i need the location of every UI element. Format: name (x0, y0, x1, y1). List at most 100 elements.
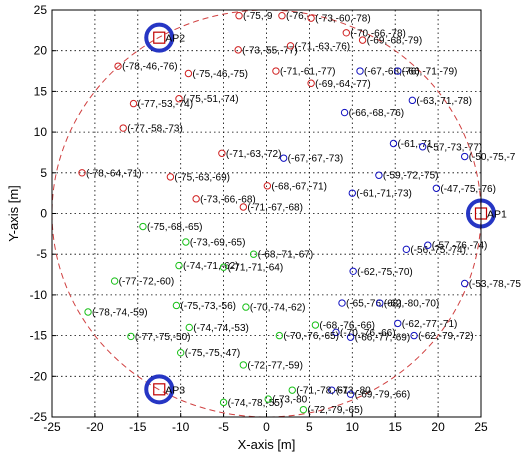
y-tick-label: -25 (30, 410, 48, 424)
data-point: (-59,-72,-75) (375, 171, 439, 182)
point-label: (-68,-71,-67) (258, 250, 314, 261)
point-label: (-72,-77,-59) (247, 360, 303, 371)
x-tick-label: 20 (431, 420, 445, 434)
point-label: (-73,-60,-78) (315, 14, 371, 25)
point-label: (-59,-72,-75) (383, 171, 439, 182)
point-label: (-74,-71,-62) (183, 261, 239, 272)
point-marker (394, 67, 402, 75)
data-point: (-62,-75,-70) (349, 267, 413, 278)
point-marker (424, 241, 432, 249)
point-marker (307, 14, 315, 22)
point-marker (299, 405, 308, 414)
x-tick-label: 25 (474, 420, 488, 434)
point-marker (328, 386, 336, 394)
point-marker (311, 321, 320, 329)
data-point: (-78,-74,-59) (84, 307, 148, 318)
data-point: (-70,-66,-78) (342, 28, 406, 39)
point-label: (-62,-77,-71) (402, 319, 458, 330)
point-label: (-50,-75,-7 (469, 152, 516, 163)
y-tick-label: 0 (40, 207, 47, 221)
data-point: (-61,-71 (389, 139, 433, 150)
point-label: (-74,-74,-53) (193, 323, 249, 334)
data-point: (-71,-61,-77) (272, 67, 336, 78)
data-point: (-77,-72,-60) (110, 277, 175, 288)
point-marker (279, 154, 288, 162)
point-marker (332, 328, 340, 337)
point-marker (340, 108, 349, 117)
data-point: (-66,-68,-76) (340, 108, 405, 119)
point-label: (-68,-76,-66) (319, 321, 375, 332)
point-marker (110, 277, 119, 285)
point-marker (177, 348, 185, 357)
grid-lines (52, 10, 481, 417)
y-tick-label: 10 (34, 125, 48, 139)
point-marker (239, 203, 248, 211)
data-point: (-75,-51,-74) (175, 94, 239, 105)
plot-frame (51, 9, 482, 418)
data-point: (-74,-74,-53) (185, 323, 249, 334)
point-marker (348, 189, 356, 197)
data-point: (-70,-74,-62) (242, 303, 306, 314)
point-marker (358, 36, 367, 44)
point-label: (-70,-74,-62) (250, 303, 306, 314)
y-tick-label: 5 (40, 166, 47, 180)
data-point: (-71,-63,-76) (286, 41, 350, 52)
y-tick-label: -5 (36, 247, 47, 261)
point-marker (275, 331, 284, 340)
point-marker (460, 279, 469, 288)
point-marker (127, 332, 135, 341)
point-marker (175, 95, 183, 103)
point-label: (-66,-68,-76) (349, 108, 405, 119)
x-tick-label: -15 (129, 420, 147, 434)
point-label: (-69,-68,-79) (367, 36, 423, 47)
point-marker (408, 96, 417, 105)
point-label: (-70,-76,-65) (283, 331, 339, 342)
point-marker (78, 169, 86, 177)
point-label: (-70,-76,-66) (340, 328, 396, 339)
data-point: (-73,-66,-68) (192, 194, 256, 205)
tick-labels: -25 -20 -15 -10 -5 0 5 10 15 20 25 -25 -20 -15 -10 -5 0 5… (30, 3, 488, 434)
point-marker (239, 361, 248, 369)
data-point: (-70,-76,-66) (332, 328, 396, 339)
point-marker (175, 261, 183, 270)
point-label: (-62,-80,-70) (384, 299, 440, 310)
data-point: (-73,-69,-65) (182, 237, 245, 248)
point-label: (-61,-71,-73) (356, 189, 412, 200)
point-label: (-57,-73,-77) (427, 142, 483, 153)
point-label: (-63,-71,-78) (416, 96, 472, 107)
point-label: (-77,-72,-60) (119, 277, 175, 288)
point-label: (-56,-75,-74) (410, 245, 466, 256)
point-label: (-73,-55,-77) (242, 45, 298, 56)
point-label: (-66,-77,-69) (355, 333, 411, 344)
point-label: (-68,-67,-71) (271, 181, 327, 192)
data-point: (-69,-64,-77) (307, 79, 371, 90)
point-marker (84, 308, 92, 316)
data-point: (-73,-55,-77) (234, 45, 298, 56)
x-tick-label: 0 (263, 420, 270, 434)
point-marker (338, 299, 346, 307)
point-marker (182, 238, 190, 246)
point-marker (286, 42, 295, 50)
data-point: (-75,-73,-56) (172, 301, 236, 312)
point-label: (-71,-67,-68) (247, 202, 303, 213)
ap-highlight-ring (144, 22, 175, 53)
point-label: (-57,-76,-74) (432, 241, 488, 252)
point-marker (288, 386, 296, 394)
point-marker (346, 390, 355, 398)
point-label: (-71,-63,-72) (226, 149, 282, 160)
point-label: (-61,-71 (397, 139, 432, 150)
data-point: (-77,-75,-50) (127, 332, 191, 343)
data-point: (-72,-79,-65) (299, 405, 363, 416)
y-tick-label: -20 (30, 369, 48, 383)
point-label: (-70,-66,-78) (350, 28, 406, 39)
data-point: (-47,-75,-76) (432, 184, 496, 195)
point-label: (-73,-80 (336, 386, 371, 397)
point-label: (-65,-76,-68) (346, 299, 402, 310)
point-marker (219, 263, 228, 271)
point-marker (346, 333, 355, 341)
ap-square-marker (153, 383, 166, 396)
point-label: (-71,-61,-77) (280, 67, 336, 78)
data-point: (-57,-73,-77) (418, 142, 483, 153)
point-label: (-77,-58,-73) (127, 124, 183, 135)
x-tick-label: 10 (346, 420, 360, 434)
